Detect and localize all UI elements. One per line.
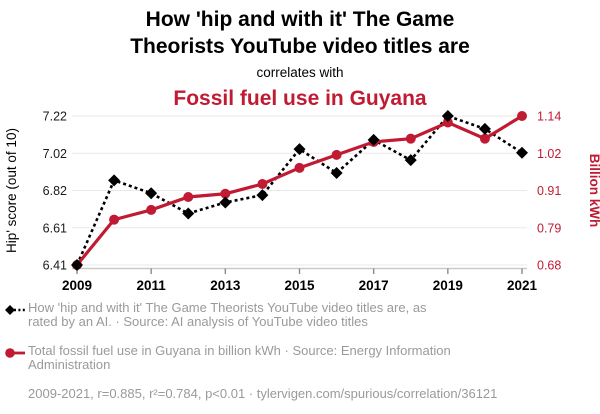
- data-point-circle: [517, 111, 527, 121]
- x-axis-tick-label: 2015: [284, 278, 315, 293]
- circle-solid-line-icon: [5, 344, 25, 364]
- x-axis-tick-label: 2011: [137, 278, 167, 293]
- data-point-circle: [331, 149, 342, 160]
- x-axis-tick-label: 2009: [62, 278, 92, 293]
- left-axis-tick-label: 7.22: [43, 110, 67, 124]
- legend-text-fossil-series: Total fossil fuel use in Guyana in billi…: [28, 344, 451, 372]
- legend-fossil-line-2: Administration: [28, 357, 111, 372]
- x-axis-tick-label: 2021: [507, 278, 538, 293]
- data-point-circle: [405, 133, 416, 144]
- chart-canvas: 7.22 1.14 7.02 1.02 6.82 0.91 6.61 0.79 6.41 0.68…: [4, 110, 600, 294]
- x-axis-tick-label: 2013: [210, 278, 241, 293]
- left-axis-tick-label: 6.41: [43, 259, 67, 273]
- data-point-diamond: [330, 167, 343, 180]
- data-point-diamond: [478, 122, 491, 135]
- data-point-diamond: [145, 187, 158, 200]
- left-axis-title: Hip' score (out of 10): [4, 128, 19, 253]
- left-axis-tick-label: 6.61: [43, 221, 67, 235]
- right-axis-tick-label: 0.79: [537, 221, 561, 235]
- legend: How 'hip and with it' The Game Theorists…: [5, 301, 594, 401]
- legend-hip-line-1: How 'hip and with it' The Game Theorists…: [28, 300, 427, 315]
- data-point-circle: [183, 191, 194, 202]
- title-line-2: Theorists YouTube video titles are: [130, 35, 470, 58]
- right-axis-title: Billion kWh: [587, 154, 600, 228]
- data-point-circle: [257, 179, 268, 190]
- x-axis-tick-label: 2019: [433, 278, 463, 293]
- legend-text-hip-series: How 'hip and with it' The Game Theorists…: [28, 301, 427, 329]
- title-line-1: How 'hip and with it' The Game: [145, 8, 455, 31]
- data-point-circle: [442, 117, 453, 128]
- data-point-circle: [146, 204, 157, 215]
- data-point-diamond: [404, 154, 417, 167]
- right-axis-tick-label: 0.91: [537, 184, 561, 198]
- left-axis-tick-label: 7.02: [43, 147, 67, 161]
- data-point-circle: [294, 162, 305, 173]
- data-point-diamond: [219, 196, 232, 209]
- right-axis-tick-label: 1.02: [537, 147, 561, 161]
- legend-item-hip-series: How 'hip and with it' The Game Theorists…: [5, 301, 594, 329]
- stats-and-source-url: 2009-2021, r=0.885, r²=0.784, p<0.01 · t…: [28, 386, 498, 401]
- legend-fossil-line-1: Total fossil fuel use in Guyana in billi…: [28, 343, 451, 358]
- x-axis-tick-label: 2017: [359, 278, 389, 293]
- chart-header: How 'hip and with it' The Game Theorists…: [0, 6, 600, 111]
- data-point-circle: [479, 133, 490, 144]
- data-point-diamond: [256, 189, 269, 202]
- data-point-diamond: [367, 133, 380, 146]
- chart-area: 7.22 1.14 7.02 1.02 6.82 0.91 6.61 0.79 6.41 0.68…: [0, 105, 600, 300]
- right-axis-tick-label: 1.14: [537, 110, 561, 124]
- right-axis-tick-label: 0.68: [537, 259, 561, 273]
- data-point-diamond: [441, 110, 454, 122]
- left-axis-tick-label: 6.82: [43, 184, 67, 198]
- data-point-circle: [220, 188, 231, 199]
- diamond-dotted-line-icon: [5, 301, 25, 321]
- legend-hip-line-2: rated by an AI. · Source: AI analysis of…: [28, 314, 368, 329]
- data-point-diamond: [182, 207, 195, 220]
- data-point-diamond: [71, 259, 83, 271]
- title-subject-red: Fossil fuel use in Guyana: [173, 87, 427, 110]
- data-point-diamond: [108, 174, 121, 187]
- data-point-diamond: [516, 146, 528, 159]
- data-point-circle: [109, 214, 120, 225]
- legend-item-fossil-series: Total fossil fuel use in Guyana in billi…: [5, 344, 594, 372]
- data-point-diamond: [293, 143, 306, 156]
- title-connector: correlates with: [256, 65, 344, 80]
